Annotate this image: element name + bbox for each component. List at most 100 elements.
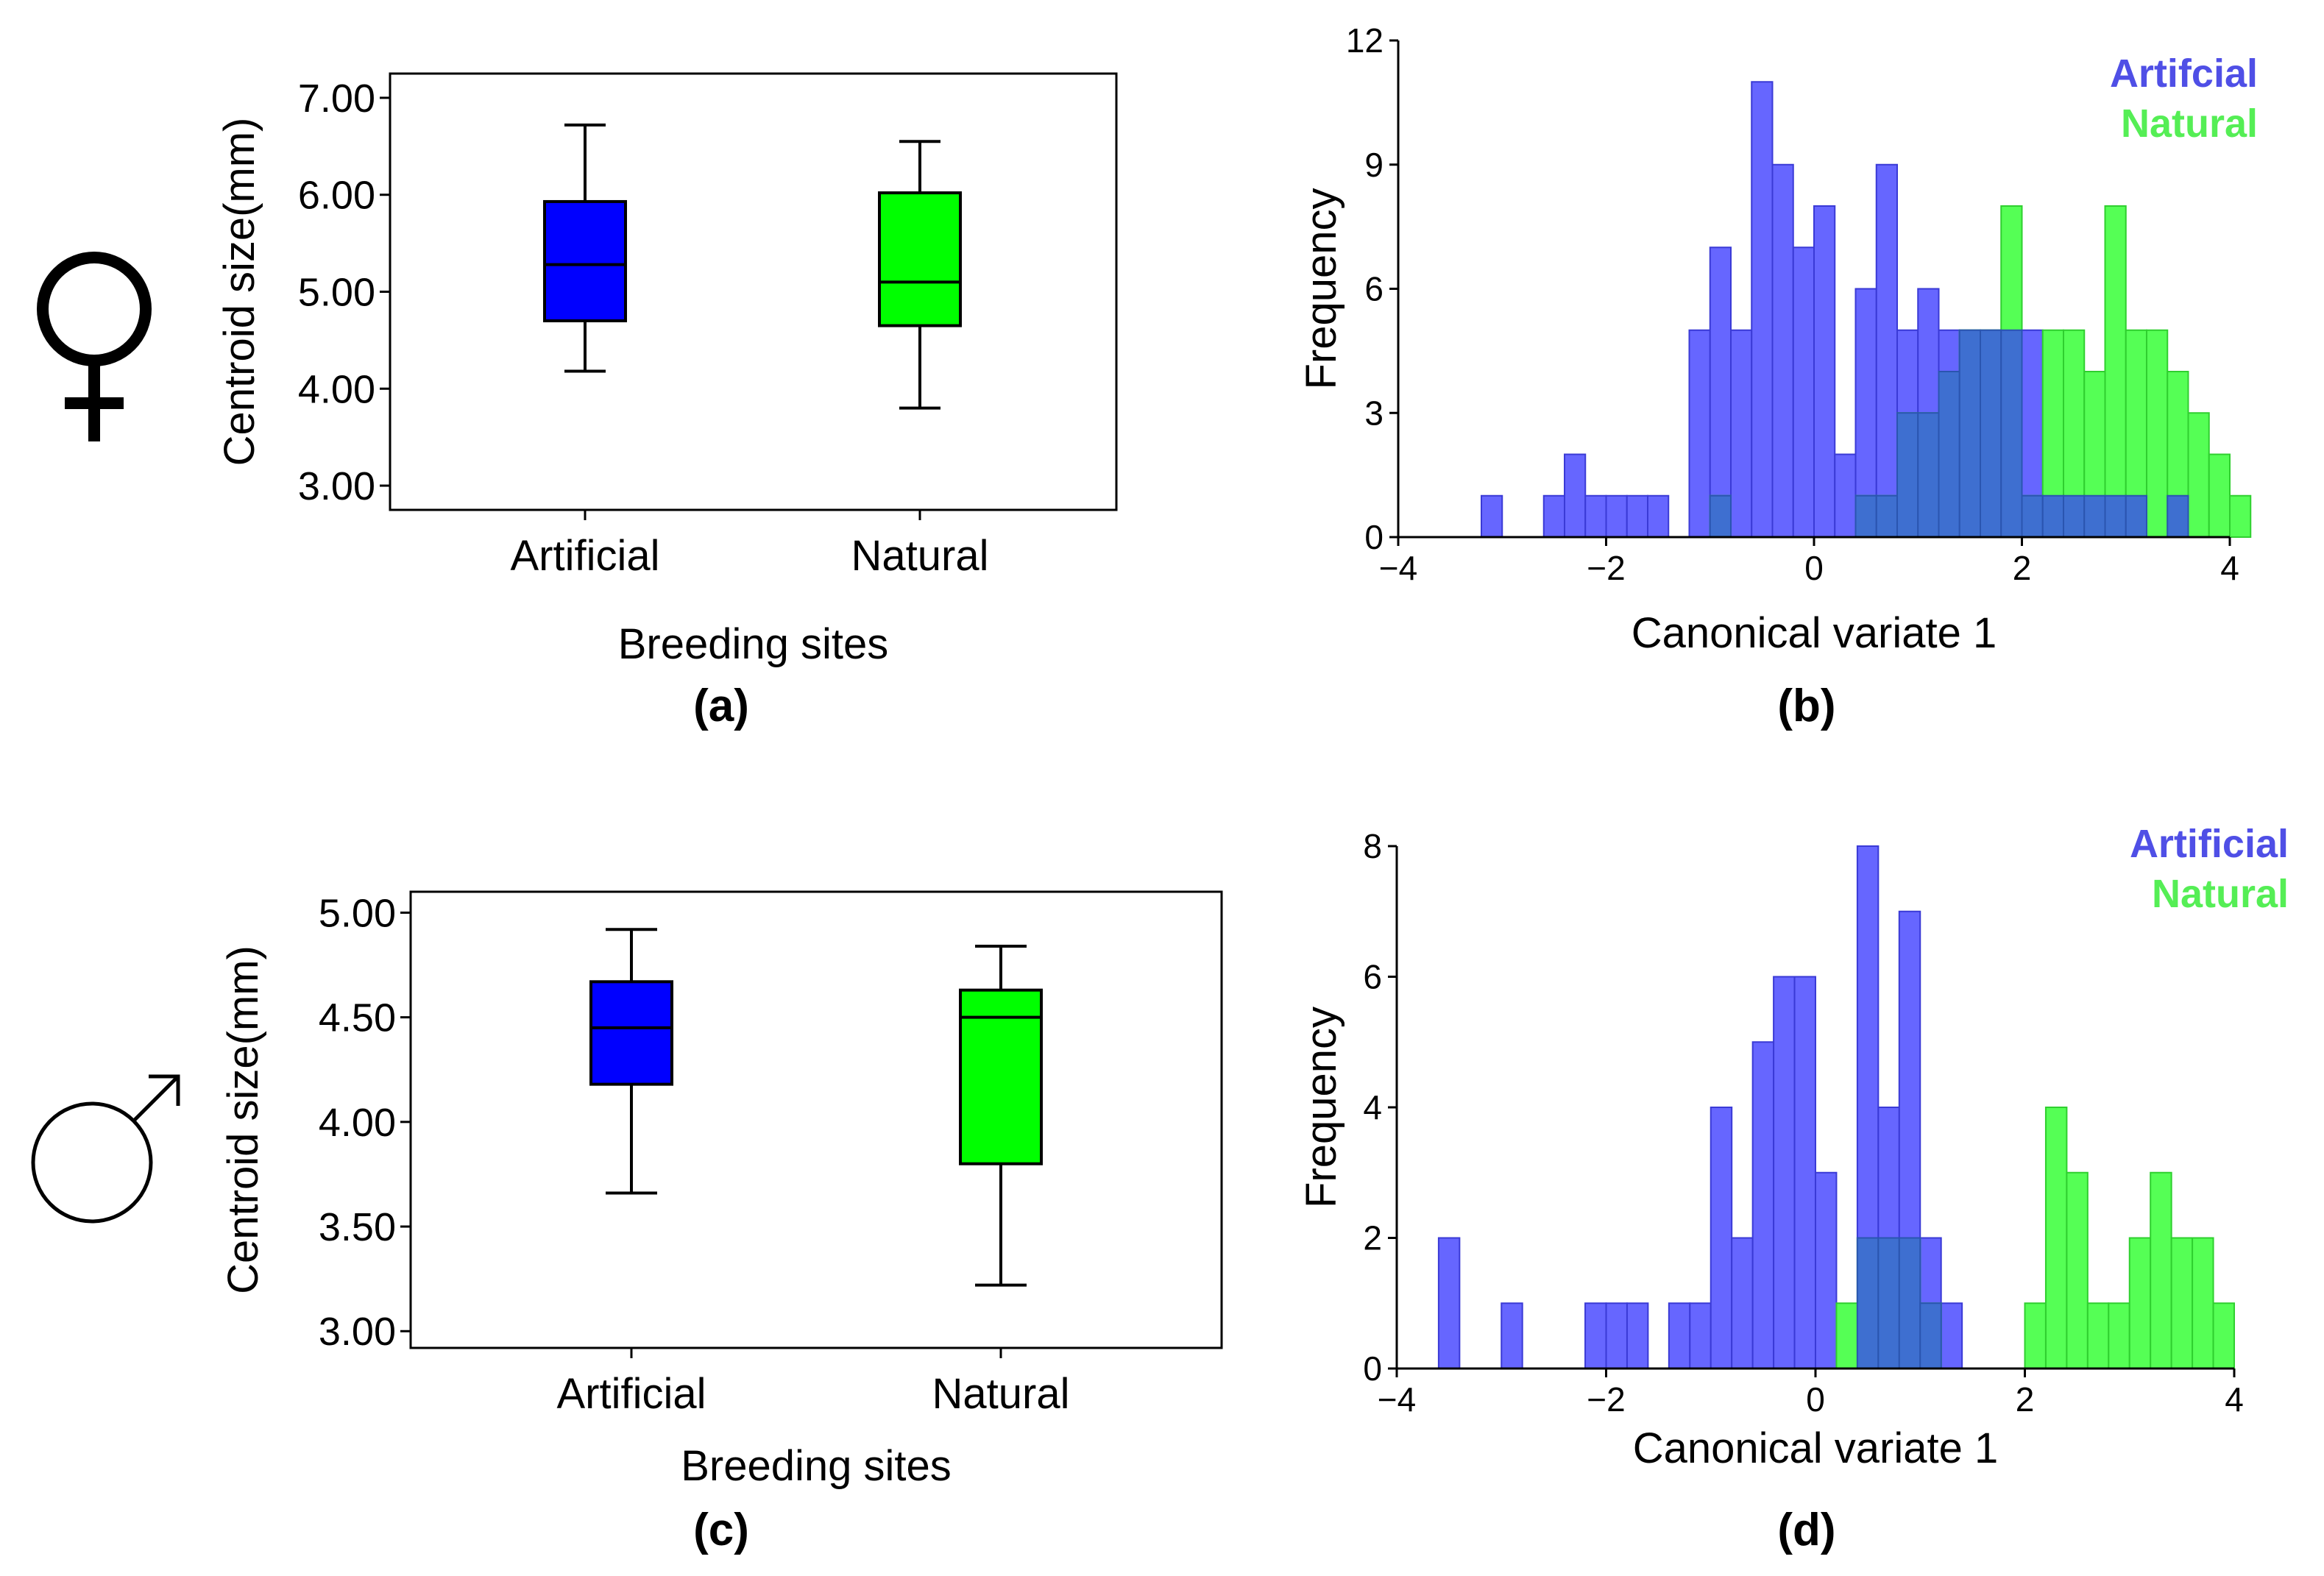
hist-bar-natural bbox=[2150, 1171, 2172, 1369]
hist-bar-artificial bbox=[1793, 976, 1817, 1369]
y-tick-label: 4.50 bbox=[319, 996, 396, 1040]
hist-bar-artifcial bbox=[1771, 163, 1794, 538]
y-tick-label: 3.00 bbox=[298, 464, 375, 508]
hist-bar-natural bbox=[2128, 1237, 2152, 1369]
panel-label: (d) bbox=[1777, 1505, 1835, 1555]
hist-bar-artifcial bbox=[1834, 453, 1857, 538]
hist-bar-natural bbox=[2108, 1302, 2130, 1369]
hist-bar-artifcial bbox=[1730, 329, 1753, 538]
hist-bar-artificial bbox=[1731, 1237, 1754, 1369]
hist-bar-overlap bbox=[1709, 494, 1732, 538]
hist-bar-overlap bbox=[2000, 329, 2023, 538]
hist-bar-overlap bbox=[2104, 494, 2127, 538]
panel-label: (a) bbox=[693, 681, 749, 731]
x-tick-label: 0 bbox=[1804, 549, 1824, 587]
x-axis-label: Canonical variate 1 bbox=[1633, 1424, 1999, 1472]
hist-bar-natural bbox=[2192, 1237, 2214, 1369]
hist-bar-natural bbox=[2170, 1237, 2194, 1369]
boxplot-female: 3.00 4.00 5.00 6.00 7.00 Artificial Natural Bre… bbox=[216, 72, 1118, 731]
hist-bar-natural bbox=[2212, 1302, 2236, 1369]
y-tick-label: 4.00 bbox=[319, 1101, 396, 1145]
hist-bar-artificial bbox=[1584, 1302, 1607, 1369]
hist-bar-artificial bbox=[1605, 1302, 1628, 1369]
female-symbol bbox=[37, 252, 152, 441]
x-tick-label: 4 bbox=[2220, 549, 2239, 587]
y-tick-label: 12 bbox=[1346, 21, 1384, 60]
panel-label: (c) bbox=[693, 1505, 749, 1555]
x-tick-label: −4 bbox=[1379, 549, 1417, 587]
hist-bar-artifcial bbox=[1751, 81, 1774, 538]
hist-bar-artificial bbox=[1815, 1171, 1838, 1369]
hist-bar-overlap bbox=[1856, 1237, 1880, 1369]
x-tick-label: −4 bbox=[1378, 1380, 1416, 1419]
hist-bar-natural bbox=[2044, 1107, 2068, 1369]
y-tick-label: 2 bbox=[1363, 1219, 1382, 1257]
x-axis-label: Breeding sites bbox=[681, 1442, 952, 1490]
hist-bar-overlap bbox=[1958, 329, 1981, 538]
hist-bar-overlap bbox=[2063, 494, 2086, 538]
category-label: Artificial bbox=[510, 532, 659, 580]
y-tick-label: 7.00 bbox=[298, 77, 375, 121]
y-tick-label: 6 bbox=[1363, 958, 1382, 996]
hist-bar-natural bbox=[2086, 1302, 2110, 1369]
hist-bar-artifcial bbox=[1688, 329, 1711, 538]
hist-bar-natural bbox=[2024, 1302, 2047, 1369]
hist-bar-overlap bbox=[2125, 494, 2147, 538]
hist-bar-artifcial bbox=[1792, 246, 1815, 538]
box-artificial bbox=[543, 199, 627, 323]
plot-frame bbox=[409, 890, 1223, 1349]
y-tick-label: 9 bbox=[1364, 146, 1384, 184]
y-tick-label: 3 bbox=[1364, 394, 1384, 432]
hist-bar-artifcial bbox=[1605, 494, 1628, 538]
category-label: Natural bbox=[851, 532, 989, 580]
x-tick-label: −2 bbox=[1587, 549, 1625, 587]
category-label: Artificial bbox=[556, 1370, 706, 1418]
histogram-female: 0 3 6 9 12 −4 −2 0 2 4 Canonical variate 1 Frequenc… bbox=[1297, 21, 2258, 731]
male-symbol bbox=[31, 1074, 180, 1224]
hist-bar-overlap bbox=[1938, 371, 1960, 538]
hist-bar-overlap bbox=[2083, 494, 2106, 538]
y-tick-label: 3.50 bbox=[319, 1205, 396, 1249]
hist-bar-overlap bbox=[1919, 1302, 1942, 1369]
hist-bar-artifcial bbox=[1813, 205, 1836, 538]
boxplot-male: 3.00 3.50 4.00 4.50 5.00 Artificial Natural Bre… bbox=[219, 890, 1223, 1555]
y-tick-label: 6.00 bbox=[298, 174, 375, 218]
hist-bar-overlap bbox=[1917, 412, 1940, 538]
hist-bar-artifcial bbox=[1875, 163, 1898, 538]
hist-bar-artifcial bbox=[1647, 494, 1670, 538]
hist-bar-natural bbox=[2229, 494, 2252, 538]
hist-bar-artifcial bbox=[1564, 453, 1587, 538]
hist-bar-overlap bbox=[2021, 494, 2044, 538]
hist-bar-artificial bbox=[1751, 1041, 1775, 1369]
hist-bar-overlap bbox=[1896, 412, 1919, 538]
legend-natural: Natural bbox=[2152, 872, 2289, 916]
hist-bar-overlap bbox=[1980, 329, 2002, 538]
x-axis-label: Breeding sites bbox=[618, 620, 889, 668]
x-tick-label: 4 bbox=[2225, 1380, 2244, 1419]
hist-bar-natural bbox=[1835, 1302, 1858, 1369]
x-tick-label: 2 bbox=[2013, 549, 2032, 587]
hist-bar-artificial bbox=[1437, 1237, 1461, 1369]
hist-bar-natural bbox=[2208, 453, 2231, 538]
y-axis-label: Centroid size(mm) bbox=[219, 945, 267, 1294]
hist-bar-artifcial bbox=[1626, 494, 1648, 538]
y-tick-label: 4 bbox=[1363, 1088, 1382, 1126]
panel-label: (b) bbox=[1777, 681, 1835, 731]
y-tick-label: 3.00 bbox=[319, 1310, 396, 1354]
hist-bar-natural bbox=[2066, 1171, 2089, 1369]
hist-bar-artifcial bbox=[1542, 494, 1565, 538]
hist-bar-overlap bbox=[1854, 494, 1877, 538]
hist-bar-artifcial bbox=[1481, 494, 1503, 538]
y-tick-label: 0 bbox=[1363, 1349, 1382, 1388]
y-tick-label: 5.00 bbox=[298, 271, 375, 315]
hist-bar-artificial bbox=[1773, 976, 1796, 1369]
y-axis-label: Centroid size(mm) bbox=[216, 118, 263, 466]
x-tick-label: −2 bbox=[1587, 1380, 1625, 1419]
histogram-male: 0 2 4 6 8 −4 −2 0 2 4 Canonical variate 1 Frequency… bbox=[1297, 822, 2289, 1555]
y-tick-label: 8 bbox=[1363, 827, 1382, 865]
hist-bar-artifcial bbox=[1584, 494, 1607, 538]
hist-bar-artificial bbox=[1668, 1302, 1691, 1369]
hist-bar-artifcial bbox=[1709, 246, 1732, 538]
box-natural bbox=[959, 988, 1043, 1165]
